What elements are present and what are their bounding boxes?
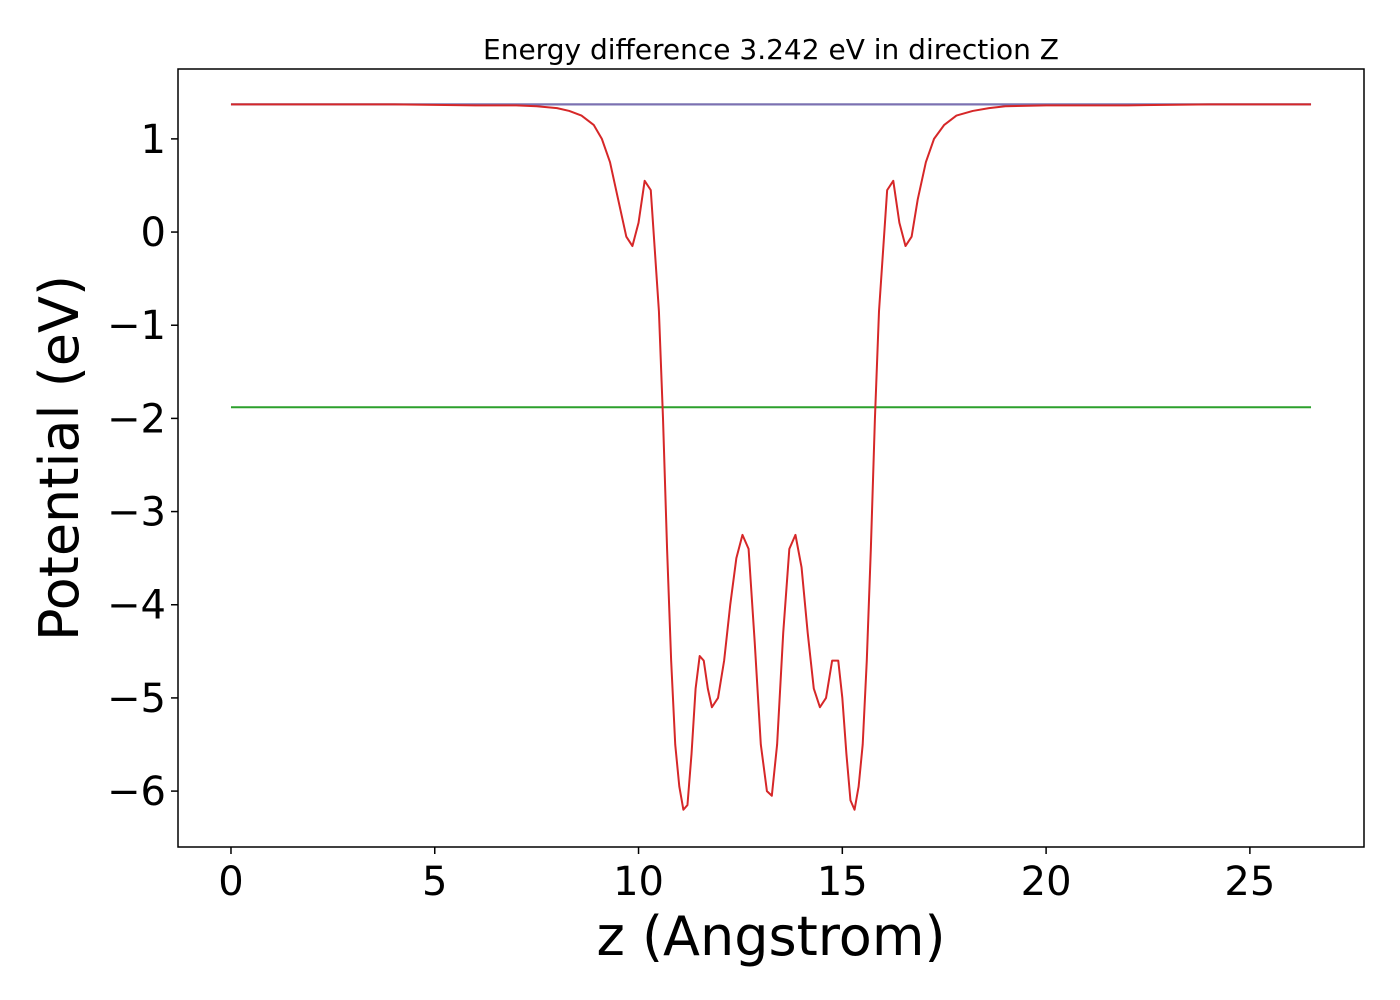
series-layer bbox=[230, 103, 1312, 811]
y-tick-label: 1 bbox=[141, 117, 166, 163]
x-tick-label: 25 bbox=[1224, 859, 1275, 905]
y-tick-label: −5 bbox=[107, 676, 166, 722]
y-axis: 1 0 −1 −2 −3 −4 −5 −6 bbox=[107, 117, 178, 815]
y-tick-label: 0 bbox=[141, 210, 166, 256]
x-tick-label: 0 bbox=[218, 859, 243, 905]
x-tick-label: 15 bbox=[817, 859, 868, 905]
y-tick-label: −1 bbox=[107, 303, 166, 349]
y-tick-label: −2 bbox=[107, 396, 166, 442]
x-axis: 0 5 10 15 20 25 bbox=[218, 847, 1275, 905]
y-tick-label: −4 bbox=[107, 583, 166, 629]
y-axis-label: Potential (eV) bbox=[28, 275, 91, 641]
y-tick-label: −3 bbox=[107, 490, 166, 536]
plot-frame bbox=[177, 68, 1365, 848]
chart-title: Energy difference 3.242 eV in direction … bbox=[483, 33, 1059, 66]
x-axis-label: z (Angstrom) bbox=[596, 905, 945, 968]
x-tick-label: 10 bbox=[613, 859, 664, 905]
y-tick-label: −6 bbox=[107, 769, 166, 815]
series-line-3 bbox=[230, 103, 1312, 811]
x-tick-label: 20 bbox=[1021, 859, 1072, 905]
x-tick-label: 5 bbox=[422, 859, 447, 905]
